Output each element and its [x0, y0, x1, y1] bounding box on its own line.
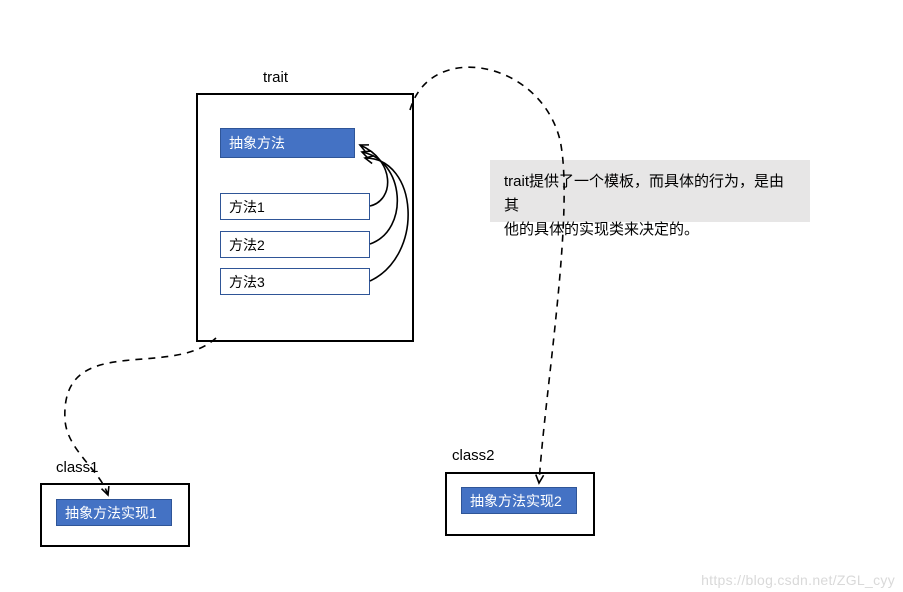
trait-method-1: 方法1 — [220, 193, 370, 220]
note-line-2: 他的具体的实现类来决定的。 — [504, 221, 699, 238]
trait-method-2: 方法2 — [220, 231, 370, 258]
class2-impl: 抽象方法实现2 — [461, 487, 577, 514]
class1-title: class1 — [56, 459, 99, 476]
note-line-1: trait提供了一个模板，而具体的行为，是由其 — [504, 173, 784, 214]
watermark-text: https://blog.csdn.net/ZGL_cyy — [701, 572, 895, 588]
trait-title: trait — [263, 69, 288, 86]
trait-abstract-method: 抽象方法 — [220, 128, 355, 158]
description-note: trait提供了一个模板，而具体的行为，是由其 他的具体的实现类来决定的。 — [490, 160, 810, 222]
trait-method-3: 方法3 — [220, 268, 370, 295]
class1-impl: 抽象方法实现1 — [56, 499, 172, 526]
class2-title: class2 — [452, 447, 495, 464]
